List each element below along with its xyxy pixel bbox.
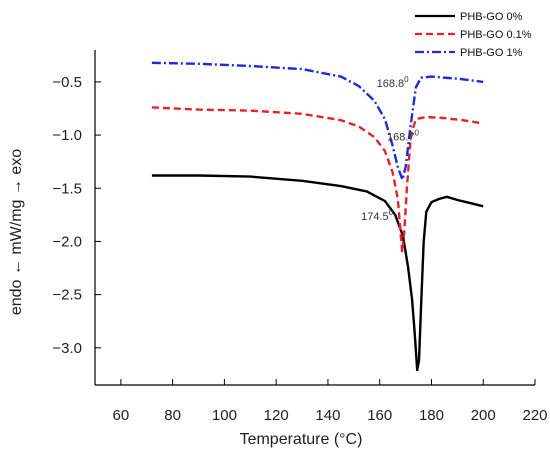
- x-tick-label: 100: [212, 407, 237, 424]
- legend-label-2: PHB-GO 1%: [460, 47, 523, 59]
- x-axis-title: Temperature (°C): [240, 431, 363, 448]
- series-line-1: [151, 106, 484, 254]
- peak-annotation: 168.70: [387, 128, 420, 143]
- y-tick-label: −1.5: [52, 180, 82, 197]
- x-tick-label: 80: [164, 407, 181, 424]
- peak-annotation-value: 168.8: [377, 78, 405, 90]
- axes: 60 80 100 120 140 160 180 200 220 −0.5 −1.0 −1.5 −2.…: [52, 50, 548, 424]
- y-tick-label: −2.5: [52, 287, 82, 304]
- x-tick-label: 180: [419, 407, 444, 424]
- series-line-0: [151, 174, 484, 372]
- peak-annotation-value: 168.7: [387, 131, 415, 143]
- y-tick-label: −3.0: [52, 340, 82, 357]
- y-axis-title: endo ← mW/mg → exo: [8, 149, 25, 315]
- series-group: [151, 61, 484, 372]
- x-tick-label: 200: [471, 407, 496, 424]
- peak-annotation: 168.80: [377, 75, 410, 90]
- x-tick-label: 60: [113, 407, 130, 424]
- x-tick-label: 120: [264, 407, 289, 424]
- x-tick-label: 160: [367, 407, 392, 424]
- x-tick-label: 220: [522, 407, 547, 424]
- series-line-2: [151, 61, 484, 181]
- peak-annotation-degree: 0: [389, 208, 394, 217]
- peak-annotation-value: 174.5: [361, 211, 389, 223]
- peak-annotation: 174.50: [361, 208, 394, 223]
- legend-label-0: PHB-GO 0%: [460, 11, 523, 23]
- x-tick-label: 140: [315, 407, 340, 424]
- peak-annotation-degree: 0: [415, 128, 420, 137]
- y-tick-label: −0.5: [52, 74, 82, 91]
- y-tick-label: −2.0: [52, 233, 82, 250]
- legend-label-1: PHB-GO 0.1%: [460, 29, 532, 41]
- legend: PHB-GO 0% PHB-GO 0.1% PHB-GO 1%: [415, 11, 532, 59]
- peak-annotation-degree: 0: [404, 75, 409, 84]
- y-tick-label: −1.0: [52, 127, 82, 144]
